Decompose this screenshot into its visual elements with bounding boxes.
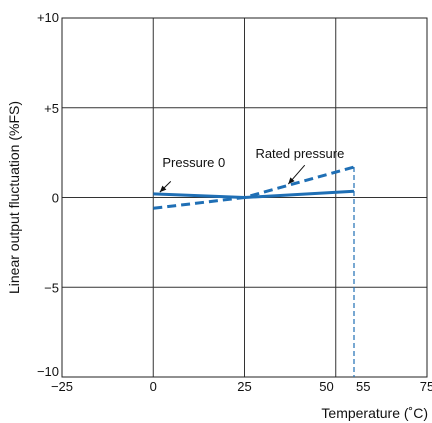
plot-frame bbox=[61, 17, 428, 378]
y-tick-label: −5 bbox=[44, 280, 59, 295]
series-line-rated-pressure bbox=[153, 165, 355, 210]
y-tick-label: 0 bbox=[52, 191, 59, 206]
x-tick-label: −25 bbox=[51, 379, 73, 394]
x-tick-labels: −25 0 25 50 55 75 bbox=[51, 379, 432, 394]
y-tick-label: +5 bbox=[44, 101, 59, 116]
annotation-label-pressure-0: Pressure 0 bbox=[162, 155, 225, 170]
y-tick-label: −10 bbox=[37, 364, 59, 379]
y-axis-label: Linear output fluctuation (%FS) bbox=[6, 101, 22, 294]
y-tick-labels: +10 +5 0 −5 −10 bbox=[37, 10, 59, 379]
annotation-label-rated-pressure: Rated pressure bbox=[255, 146, 344, 161]
annotation-arrowhead-rated-pressure bbox=[288, 177, 295, 185]
x-tick-label: 50 bbox=[319, 379, 333, 394]
x-tick-label: 75 bbox=[420, 379, 432, 394]
x-tick-label: 0 bbox=[150, 379, 157, 394]
annotation-arrowhead-pressure-0 bbox=[159, 185, 167, 193]
x-tick-label: 25 bbox=[237, 379, 251, 394]
y-tick-label: +10 bbox=[37, 10, 59, 25]
x-tick-label: 55 bbox=[356, 379, 370, 394]
x-axis-label: Temperature (˚C) bbox=[321, 405, 428, 421]
annotations: Pressure 0 Rated pressure bbox=[159, 146, 344, 193]
series-layer bbox=[153, 165, 355, 210]
